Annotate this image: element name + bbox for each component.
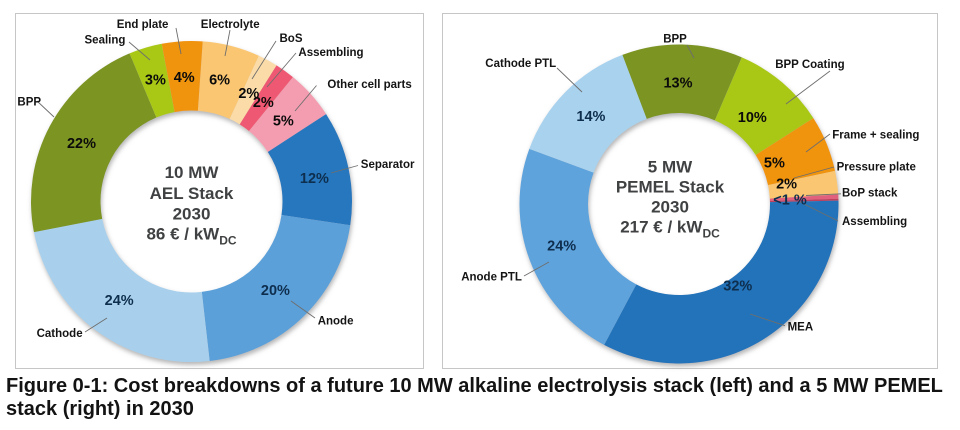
svg-text:2030: 2030 — [651, 198, 689, 217]
svg-text:5%: 5% — [764, 156, 785, 172]
svg-text:Cathode PTL: Cathode PTL — [485, 58, 556, 70]
svg-text:BPP: BPP — [663, 33, 687, 45]
svg-text:32%: 32% — [723, 279, 752, 295]
svg-text:Frame + sealing: Frame + sealing — [832, 129, 919, 141]
svg-text:BoS: BoS — [280, 33, 303, 45]
svg-text:Anode PTL: Anode PTL — [461, 271, 522, 283]
svg-text:10 MW: 10 MW — [165, 163, 220, 182]
svg-text:Other cell parts: Other cell parts — [327, 79, 411, 91]
svg-text:22%: 22% — [67, 136, 96, 152]
svg-text:Pressure plate: Pressure plate — [837, 161, 916, 173]
svg-text:4%: 4% — [174, 70, 195, 86]
svg-text:3%: 3% — [145, 73, 166, 89]
svg-text:BPP Coating: BPP Coating — [775, 59, 844, 71]
svg-text:217 € / kWDC: 217 € / kWDC — [620, 218, 720, 241]
svg-text:20%: 20% — [261, 283, 290, 299]
svg-text:86 € / kWDC: 86 € / kWDC — [146, 225, 236, 248]
svg-text:PEMEL Stack: PEMEL Stack — [616, 178, 725, 197]
svg-text:5 MW: 5 MW — [648, 158, 693, 177]
svg-text:10%: 10% — [738, 110, 767, 126]
svg-text:Electrolyte: Electrolyte — [201, 19, 260, 31]
svg-text:5%: 5% — [273, 114, 294, 130]
svg-text:BoP stack: BoP stack — [842, 188, 898, 200]
svg-text:Assembling: Assembling — [842, 216, 907, 228]
svg-text:2%: 2% — [253, 95, 274, 111]
svg-text:<1 %: <1 % — [773, 193, 807, 209]
svg-text:Anode: Anode — [318, 316, 354, 328]
svg-text:Sealing: Sealing — [85, 35, 126, 47]
svg-text:Assembling: Assembling — [298, 47, 363, 59]
svg-text:Separator: Separator — [361, 159, 415, 171]
svg-text:2030: 2030 — [173, 205, 211, 224]
svg-text:14%: 14% — [576, 109, 605, 125]
svg-text:6%: 6% — [209, 73, 230, 89]
svg-text:MEA: MEA — [788, 322, 814, 334]
svg-text:24%: 24% — [547, 239, 576, 255]
svg-text:13%: 13% — [663, 76, 692, 92]
svg-text:End plate: End plate — [117, 19, 169, 31]
svg-text:AEL Stack: AEL Stack — [150, 184, 234, 203]
svg-text:24%: 24% — [105, 293, 134, 309]
svg-text:BPP: BPP — [17, 97, 41, 109]
svg-text:12%: 12% — [300, 171, 329, 187]
svg-text:2%: 2% — [238, 86, 259, 102]
svg-text:Cathode: Cathode — [37, 328, 83, 340]
svg-text:2%: 2% — [776, 177, 797, 193]
svg-text:Figure 0-1: Cost breakdowns of: Figure 0-1: Cost breakdowns of a future … — [6, 375, 943, 397]
svg-text:stack (right) in 2030: stack (right) in 2030 — [6, 398, 194, 420]
